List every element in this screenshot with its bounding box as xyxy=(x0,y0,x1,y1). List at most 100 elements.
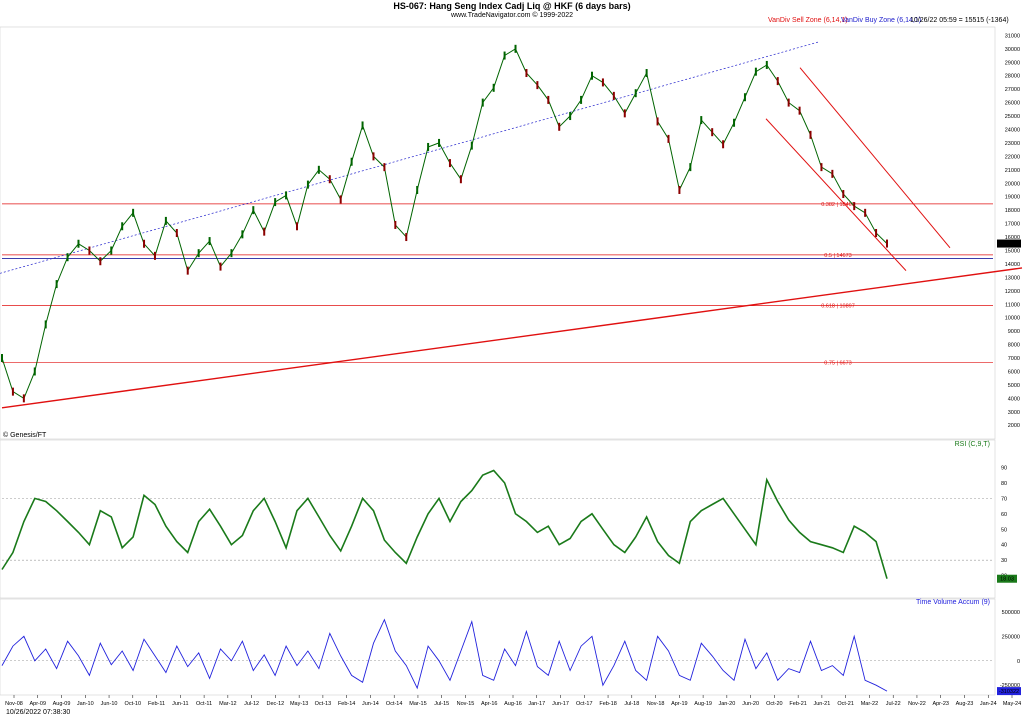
price-bar xyxy=(787,98,790,107)
price-line xyxy=(1,48,888,400)
price-series xyxy=(1,44,888,403)
rsi-series xyxy=(1,469,888,579)
rsi-tick-label: 40 xyxy=(1001,543,1007,549)
tva-panel-title: Time Volume Accum (9) xyxy=(916,599,990,606)
rsi-tick-label: 80 xyxy=(1001,481,1007,487)
tva-last-box xyxy=(997,687,1021,696)
fib-level-label: 0.75 | 6673 xyxy=(824,360,851,366)
price-panel-frame xyxy=(0,26,996,440)
price-bar xyxy=(667,134,670,143)
price-bar xyxy=(743,93,746,102)
price-bar xyxy=(427,142,430,151)
x-tick-label: Jan-17 xyxy=(528,701,545,707)
price-bar xyxy=(230,249,233,258)
price-tick-label: 30000 xyxy=(1005,47,1020,53)
price-bar xyxy=(754,67,757,76)
x-tick-label: Mar-12 xyxy=(219,701,236,707)
tva-last-label: -310322 xyxy=(999,689,1019,695)
price-tick-label: 4000 xyxy=(1008,396,1020,402)
x-tick-label: Jun-20 xyxy=(742,701,759,707)
price-overlays: 0.382 | 18469 0.5 | 14673 0.618 | 10897 0.7… xyxy=(0,41,1023,409)
price-bar xyxy=(809,130,812,139)
price-bar xyxy=(164,216,167,225)
price-tick-label: 15000 xyxy=(1005,248,1020,254)
price-bar xyxy=(121,222,124,231)
x-tick-label: Jun-17 xyxy=(552,701,569,707)
x-tick-label: Aug-19 xyxy=(694,701,712,707)
price-bar xyxy=(569,112,572,121)
price-bar xyxy=(317,165,320,174)
price-bar xyxy=(219,262,222,271)
x-tick-label: Nov-15 xyxy=(457,701,475,707)
x-tick-label: Aug-16 xyxy=(504,701,522,707)
panel-frames xyxy=(0,26,996,696)
x-tick-label: Nov-18 xyxy=(647,701,665,707)
price-bar xyxy=(689,163,692,172)
price-bar xyxy=(339,195,342,204)
price-bar xyxy=(798,106,801,115)
down-channel-lower xyxy=(765,118,907,271)
x-tick-label: Oct-20 xyxy=(766,701,783,707)
price-bar xyxy=(110,246,113,255)
price-bar xyxy=(372,152,375,161)
price-bar xyxy=(186,266,189,275)
price-tick-label: 25000 xyxy=(1005,114,1020,120)
price-tick-label: 20000 xyxy=(1005,181,1020,187)
x-tick-label: Mar-15 xyxy=(409,701,426,707)
rsi-tick-label: 90 xyxy=(1001,465,1007,471)
price-bar xyxy=(153,251,156,260)
price-bar xyxy=(99,257,102,266)
dotted-channel-line xyxy=(0,41,819,274)
long-trendline xyxy=(1,267,1023,409)
price-tick-label: 22000 xyxy=(1005,154,1020,160)
price-bar xyxy=(842,190,845,199)
x-tick-label: Mar-22 xyxy=(861,701,878,707)
x-tick-label: May-24 xyxy=(1003,701,1021,707)
price-last-box xyxy=(997,239,1021,248)
price-bar xyxy=(459,175,462,184)
rsi-line xyxy=(1,469,888,579)
price-bar xyxy=(776,77,779,86)
chart-subtitle: www.TradeNavigator.com © 1999-2022 xyxy=(450,11,573,19)
price-bar xyxy=(558,122,561,131)
x-tick-label: Feb-18 xyxy=(599,701,616,707)
price-bar xyxy=(481,98,484,107)
x-tick-label: Apr-19 xyxy=(671,701,688,707)
price-bar xyxy=(820,163,823,172)
price-tick-label: 13000 xyxy=(1005,275,1020,281)
price-bar xyxy=(831,169,834,178)
watermark-genesis: © Genesis/FT xyxy=(3,431,47,439)
x-tick-label: Jun-21 xyxy=(813,701,830,707)
x-tick-label: Oct-21 xyxy=(837,701,854,707)
price-tick-label: 8000 xyxy=(1008,343,1020,349)
x-tick-label: Jan-24 xyxy=(980,701,997,707)
price-bar xyxy=(394,220,397,229)
price-tick-label: 19000 xyxy=(1005,195,1020,201)
price-bar xyxy=(66,253,69,262)
price-bar xyxy=(634,89,637,98)
x-tick-label: Feb-21 xyxy=(789,701,806,707)
x-tick-label: Feb-11 xyxy=(148,701,165,707)
price-tick-label: 3000 xyxy=(1008,410,1020,416)
price-bar xyxy=(143,239,146,248)
tva-line xyxy=(1,618,888,692)
price-tick-label: 2000 xyxy=(1008,423,1020,429)
price-bar xyxy=(722,140,725,149)
price-bar xyxy=(11,387,14,396)
rsi-tick-label: 50 xyxy=(1001,527,1007,533)
price-bar xyxy=(678,185,681,194)
price-bar xyxy=(470,141,473,150)
price-bar xyxy=(274,198,277,207)
x-tick-label: Oct-11 xyxy=(196,701,212,707)
price-tick-label: 14000 xyxy=(1005,262,1020,268)
x-tick-label: Jun-14 xyxy=(362,701,379,707)
x-tick-label: Dec-12 xyxy=(267,701,285,707)
price-axis: 2000 3000 4000 5000 6000 7000 8000 9000 10000 110… xyxy=(997,33,1021,429)
price-bar xyxy=(492,83,495,92)
price-bar xyxy=(285,191,288,200)
price-tick-label: 23000 xyxy=(1005,141,1020,147)
x-tick-label: Oct-13 xyxy=(315,701,332,707)
rsi-last-label: 18.03 xyxy=(1000,577,1014,583)
